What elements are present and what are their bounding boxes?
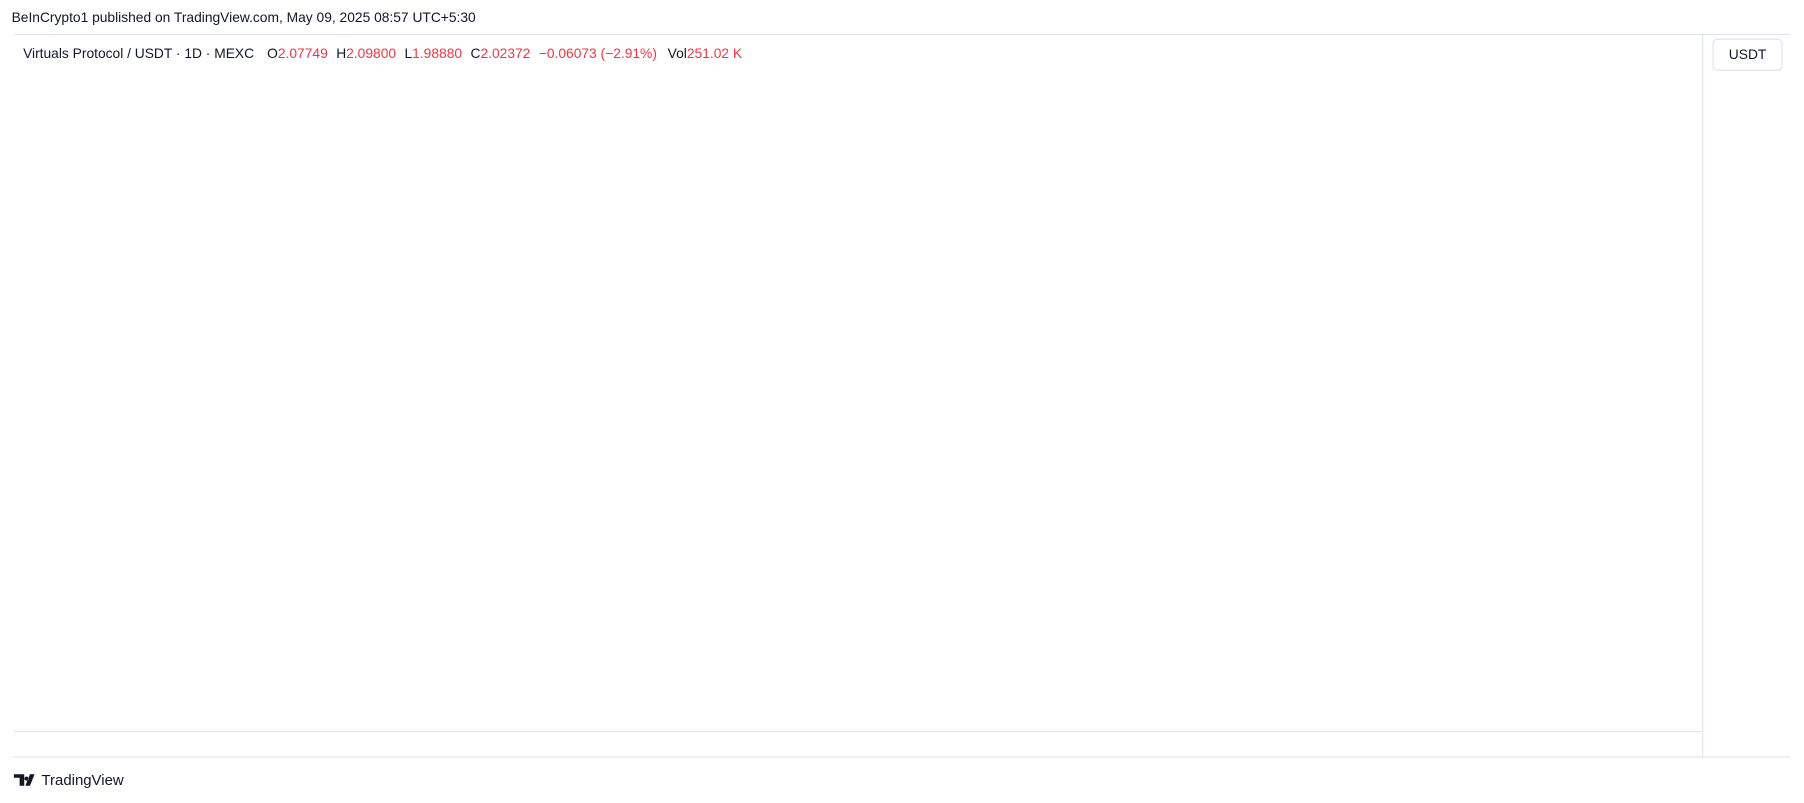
footer-text: TradingView	[41, 772, 123, 789]
header: BeInCrypto1 published on TradingView.com…	[12, 10, 476, 25]
currency-button[interactable]	[1712, 38, 1783, 71]
logo-icon	[13, 774, 35, 786]
legend-value: 251.02 K	[687, 46, 743, 61]
legend-value: 2.07749	[278, 46, 328, 61]
legend-key: O	[267, 46, 278, 61]
legend-value: 2.02372	[480, 46, 530, 61]
legend-change: −0.06073 (−2.91%)	[539, 46, 657, 61]
legend-key: Vol	[668, 46, 687, 61]
legend-value: 2.09800	[346, 46, 396, 61]
legend-value: 1.98880	[412, 46, 462, 61]
legend-key: C	[471, 46, 481, 61]
legend-symbol: Virtuals Protocol / USDT · 1D · MEXC	[23, 46, 254, 61]
legend: Virtuals Protocol / USDT · 1D · MEXC O2.…	[23, 46, 743, 61]
footer-logo: TradingView	[13, 772, 124, 789]
legend-key: H	[336, 46, 346, 61]
legend-key: L	[404, 46, 412, 61]
currency-button-label[interactable]: USDT	[1729, 47, 1767, 62]
